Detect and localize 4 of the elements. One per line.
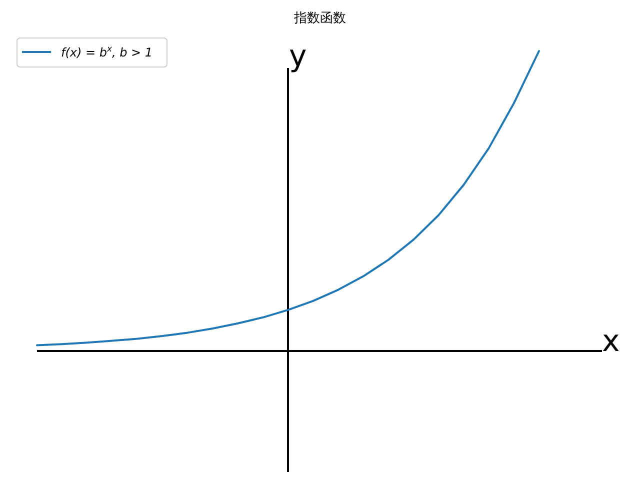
chart-title: 指数函数	[293, 11, 346, 26]
legend-label: f(x) = b$^{x}$, b > 1	[61, 44, 153, 60]
x-axis-title: x	[602, 324, 620, 359]
y-axis-title: y	[289, 39, 307, 74]
